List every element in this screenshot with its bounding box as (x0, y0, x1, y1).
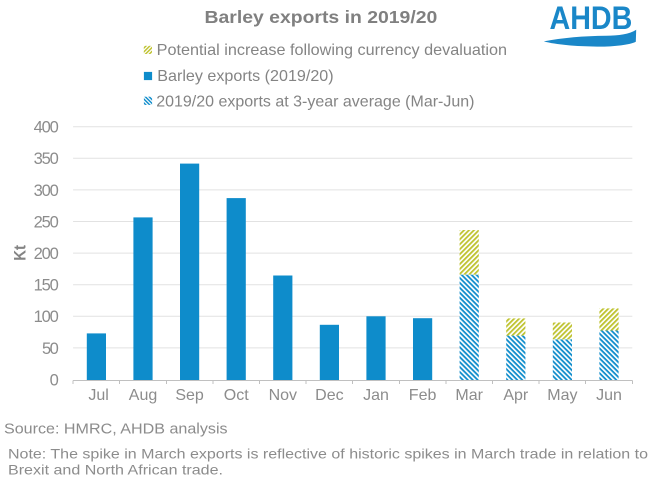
svg-text:Barley exports (2019/20): Barley exports (2019/20) (157, 68, 333, 85)
svg-text:Dec: Dec (315, 387, 343, 404)
svg-text:Mar: Mar (455, 387, 483, 404)
svg-text:350: 350 (34, 150, 59, 168)
svg-text:Nov: Nov (269, 387, 297, 404)
svg-text:Apr: Apr (503, 387, 529, 404)
svg-text:2019/20 exports at 3-year aver: 2019/20 exports at 3-year average (Mar-J… (156, 93, 474, 110)
svg-text:Jul: Jul (88, 387, 108, 404)
svg-text:Source: HMRC, AHDB analysis: Source: HMRC, AHDB analysis (4, 421, 228, 437)
svg-text:Note: The spike in March expor: Note: The spike in March exports is refl… (8, 446, 648, 462)
svg-text:Oct: Oct (224, 387, 249, 404)
svg-text:100: 100 (34, 308, 59, 326)
svg-text:50: 50 (42, 340, 59, 358)
svg-text:Kt: Kt (10, 245, 29, 261)
svg-text:Feb: Feb (409, 387, 437, 404)
svg-text:150: 150 (34, 277, 59, 295)
svg-text:Brexit and North African trade: Brexit and North African trade. (8, 462, 223, 478)
svg-text:Barley exports in 2019/20: Barley exports in 2019/20 (205, 7, 438, 27)
svg-text:Sep: Sep (175, 387, 204, 404)
svg-text:300: 300 (34, 182, 59, 200)
svg-text:AHDB: AHDB (550, 0, 633, 36)
svg-text:0: 0 (50, 371, 59, 389)
svg-text:Potential increase following c: Potential increase following currency de… (157, 42, 507, 59)
svg-text:May: May (547, 387, 577, 404)
svg-text:250: 250 (34, 213, 59, 231)
svg-text:400: 400 (34, 119, 59, 137)
svg-text:Jan: Jan (363, 387, 389, 404)
svg-text:Aug: Aug (129, 387, 157, 404)
svg-text:Jun: Jun (596, 387, 622, 404)
svg-text:200: 200 (34, 245, 59, 263)
